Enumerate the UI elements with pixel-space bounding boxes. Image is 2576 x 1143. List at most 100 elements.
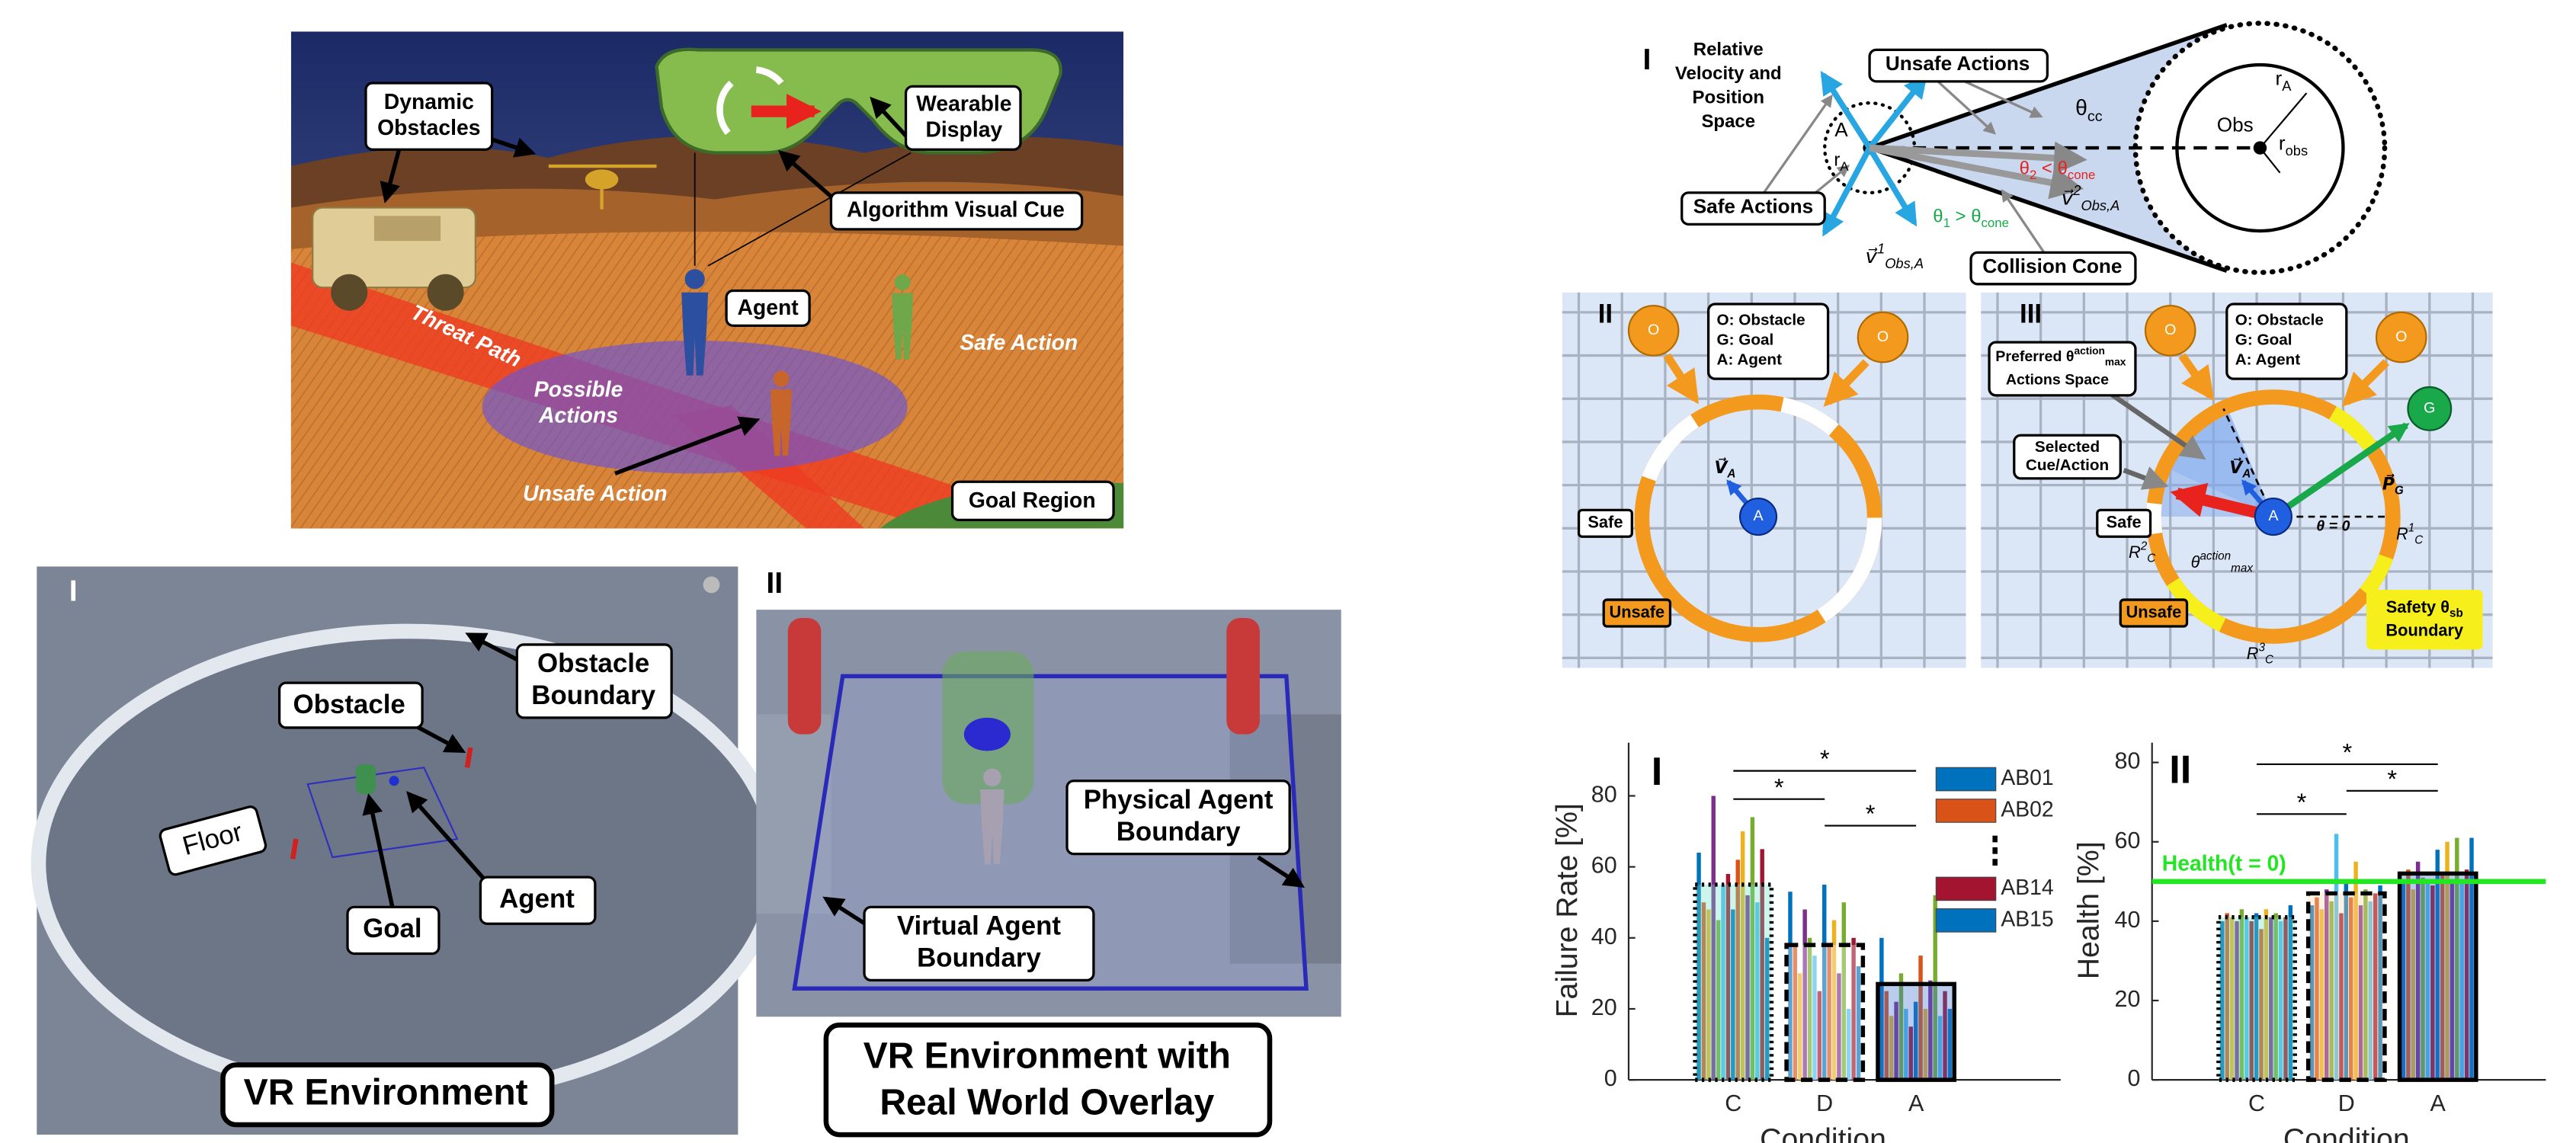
mean-bar	[2400, 873, 2476, 1080]
x-tick-label: D	[2338, 1090, 2355, 1116]
math-label: v⃗1Obs,A	[1866, 240, 1924, 271]
label-text: II	[1598, 299, 1613, 328]
label-text: I	[69, 575, 78, 608]
math-part: R	[2396, 524, 2408, 543]
y-tick-label: 60	[2115, 828, 2141, 853]
label: III	[2020, 299, 2042, 328]
label-text: Algorithm Visual Cue	[847, 197, 1065, 222]
math-part: P⃗	[2382, 473, 2395, 493]
label: θ = 0	[2316, 517, 2350, 534]
label-text: Boundary	[2385, 620, 2463, 639]
label: A	[1834, 118, 1848, 141]
person-head	[685, 269, 705, 289]
label-text: Safe	[1588, 513, 1623, 532]
math-part: < θ	[2036, 158, 2068, 179]
label: Goal Region	[953, 482, 1113, 520]
label-text: Collision Cone	[1982, 255, 2122, 277]
label: Algorithm Visual Cue	[831, 193, 1081, 229]
math-part: v⃗	[2062, 187, 2074, 210]
label: A	[1753, 507, 1764, 524]
label: WearableDisplay	[906, 86, 1020, 149]
label: II	[1598, 299, 1613, 328]
math-part: 2	[2030, 168, 2036, 182]
label-text: Unsafe	[1610, 602, 1665, 621]
significance-star: *	[1820, 744, 1830, 773]
person-head	[895, 274, 911, 290]
math-part: cone	[1982, 216, 2009, 230]
label-text: Safe Actions	[1693, 194, 1813, 217]
math-part: action	[2200, 549, 2231, 562]
legend-label: AB15	[2001, 907, 2053, 931]
significance-star: *	[2387, 764, 2397, 792]
goal-marker	[356, 764, 376, 794]
x-tick-label: D	[1816, 1090, 1833, 1116]
legend-ellipsis	[1992, 847, 1998, 854]
y-tick-label: 80	[2115, 748, 2141, 774]
y-tick-label: 20	[2115, 986, 2141, 1012]
math-label: rA	[1834, 150, 1849, 174]
label-text: Cue/Action	[2026, 456, 2109, 474]
label: Safe Actions	[1682, 193, 1825, 224]
vehicle-window	[374, 216, 441, 241]
math-part: θ	[1933, 207, 1943, 227]
math-part: r	[2279, 132, 2286, 155]
obstacle-marker	[467, 748, 470, 767]
red-obstacle	[788, 618, 822, 735]
label: Goal	[348, 907, 439, 953]
label-text: Safe Action	[960, 331, 1078, 355]
math-part: 1	[2408, 521, 2414, 534]
label-text: I	[1642, 43, 1651, 76]
label-text: G	[2424, 400, 2435, 417]
math-part: 2	[2072, 182, 2081, 198]
label-text: Physical Agent	[1084, 785, 1274, 815]
label-text: Goal Region	[969, 488, 1096, 513]
label-text: Dynamic	[384, 90, 474, 114]
chart-title: I	[1652, 750, 1663, 794]
legend-label: AB01	[2001, 766, 2053, 790]
math-part: max	[2231, 562, 2254, 575]
label: O	[2395, 328, 2407, 345]
label-text: Space	[1701, 111, 1755, 132]
label-text: Obstacles	[377, 116, 480, 140]
label-text: Unsafe Action	[523, 482, 667, 506]
label-text: G: Goal	[2235, 331, 2292, 348]
x-tick-label: C	[1725, 1090, 1741, 1116]
label-text: Selected	[2035, 438, 2100, 456]
math-part: action	[2074, 345, 2104, 357]
label-text: A	[1753, 507, 1764, 524]
label: DynamicObstacles	[366, 83, 492, 149]
label: VR Environment	[223, 1065, 552, 1125]
label-text: A	[2268, 507, 2279, 524]
label-text: Position	[1692, 88, 1764, 108]
math-part: sb	[2449, 607, 2463, 620]
math-part: 1	[1877, 240, 1885, 256]
label: II	[766, 566, 783, 600]
label-text: Agent	[499, 884, 575, 914]
x-tick-label: A	[2430, 1090, 2446, 1116]
label: Unsafe Actions	[1870, 50, 2047, 81]
y-tick-label: 40	[1591, 924, 1617, 949]
pointer	[1761, 96, 1831, 196]
label-text: O	[1648, 322, 1659, 338]
math-part: A	[2241, 467, 2251, 480]
math-part: Obs,A	[2081, 197, 2119, 213]
label: ObstacleBoundary	[517, 645, 671, 718]
label-text: Goal	[363, 914, 422, 943]
math-part: 2	[2140, 539, 2148, 552]
label: Boundary	[2385, 620, 2463, 639]
math-part: v⃗	[1866, 245, 1878, 267]
label: Safe	[1579, 510, 1632, 536]
label-text: G: Goal	[1717, 331, 1774, 348]
legend-swatch	[1936, 767, 1995, 791]
significance-star: *	[1774, 773, 1784, 801]
legend-ellipsis	[1992, 859, 1998, 866]
math-part: A	[2282, 78, 2292, 94]
label-text: Unsafe	[2126, 602, 2182, 621]
label: Agent	[726, 291, 809, 326]
vehicle-wheel	[331, 274, 367, 311]
label-text: Agent	[737, 296, 799, 320]
math-part: G	[2395, 484, 2404, 497]
label-text: Obs	[2217, 114, 2254, 136]
label-text: O: Obstacle	[2235, 311, 2324, 328]
